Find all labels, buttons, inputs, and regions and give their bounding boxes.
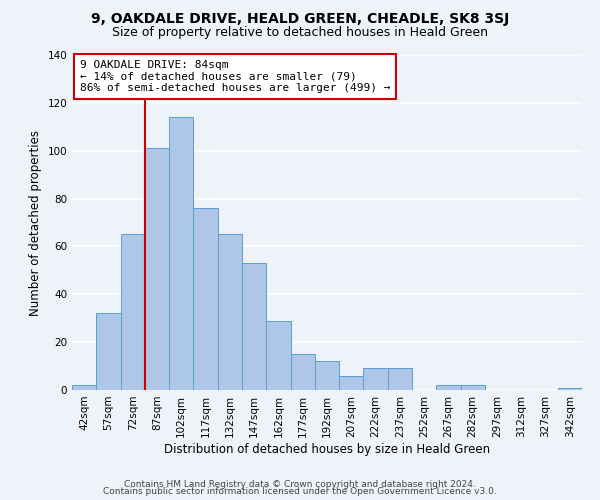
Bar — [121, 234, 145, 390]
Bar — [388, 368, 412, 390]
Bar — [461, 385, 485, 390]
Bar — [315, 362, 339, 390]
Bar — [169, 117, 193, 390]
Text: 9 OAKDALE DRIVE: 84sqm
← 14% of detached houses are smaller (79)
86% of semi-det: 9 OAKDALE DRIVE: 84sqm ← 14% of detached… — [80, 60, 390, 93]
Bar — [436, 385, 461, 390]
Bar — [96, 314, 121, 390]
Bar — [266, 320, 290, 390]
Text: Size of property relative to detached houses in Heald Green: Size of property relative to detached ho… — [112, 26, 488, 39]
X-axis label: Distribution of detached houses by size in Heald Green: Distribution of detached houses by size … — [164, 442, 490, 456]
Text: 9, OAKDALE DRIVE, HEALD GREEN, CHEADLE, SK8 3SJ: 9, OAKDALE DRIVE, HEALD GREEN, CHEADLE, … — [91, 12, 509, 26]
Text: Contains HM Land Registry data © Crown copyright and database right 2024.: Contains HM Land Registry data © Crown c… — [124, 480, 476, 489]
Bar — [558, 388, 582, 390]
Bar — [339, 376, 364, 390]
Bar — [218, 234, 242, 390]
Text: Contains public sector information licensed under the Open Government Licence v3: Contains public sector information licen… — [103, 487, 497, 496]
Bar — [290, 354, 315, 390]
Bar — [145, 148, 169, 390]
Bar — [364, 368, 388, 390]
Bar — [72, 385, 96, 390]
Bar — [242, 263, 266, 390]
Bar — [193, 208, 218, 390]
Y-axis label: Number of detached properties: Number of detached properties — [29, 130, 42, 316]
